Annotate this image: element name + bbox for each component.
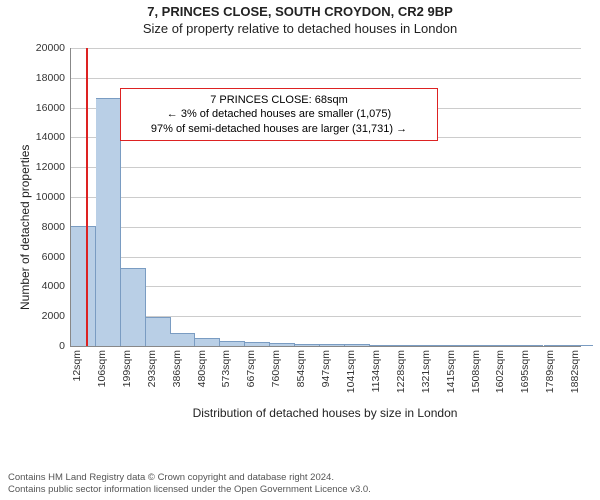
- histogram-bar: [96, 98, 121, 346]
- x-tick-label: 1789sqm: [544, 350, 556, 393]
- x-tick-label: 199sqm: [121, 350, 133, 387]
- y-tick-label: 0: [59, 340, 65, 352]
- y-tick-label: 2000: [42, 310, 65, 322]
- grid-line: [71, 48, 581, 49]
- attribution-line2: Contains public sector information licen…: [8, 484, 371, 496]
- x-tick-label: 1602sqm: [494, 350, 506, 393]
- y-tick-label: 16000: [36, 102, 65, 114]
- chart-subtitle: Size of property relative to detached ho…: [0, 21, 600, 36]
- attribution-line1: Contains HM Land Registry data © Crown c…: [8, 472, 371, 484]
- y-tick-label: 18000: [36, 72, 65, 84]
- y-tick-label: 8000: [42, 221, 65, 233]
- y-tick-label: 6000: [42, 251, 65, 263]
- histogram-bar: [295, 344, 320, 346]
- grid-line: [71, 286, 581, 287]
- histogram-bar: [121, 268, 146, 346]
- x-tick-label: 480sqm: [196, 350, 208, 387]
- callout-line3: 97% of semi-detached houses are larger (…: [129, 122, 429, 136]
- chart-header: 7, PRINCES CLOSE, SOUTH CROYDON, CR2 9BP…: [0, 0, 600, 36]
- histogram-bar: [494, 345, 519, 346]
- y-tick-label: 12000: [36, 161, 65, 173]
- x-tick-label: 1134sqm: [370, 350, 382, 392]
- x-axis-title: Distribution of detached houses by size …: [70, 406, 580, 420]
- histogram-bar: [345, 344, 370, 346]
- x-tick-label: 1882sqm: [569, 350, 581, 393]
- x-tick-label: 293sqm: [146, 350, 158, 387]
- y-axis-title: Number of detached properties: [18, 145, 32, 310]
- marker-line: [86, 48, 88, 346]
- histogram-bar: [444, 345, 469, 346]
- x-tick-label: 12sqm: [71, 350, 83, 382]
- y-tick-label: 10000: [36, 191, 65, 203]
- histogram-bar: [270, 343, 295, 346]
- x-tick-label: 1228sqm: [395, 350, 407, 393]
- histogram-bar: [519, 345, 544, 346]
- x-tick-label: 1041sqm: [345, 350, 357, 393]
- y-tick-label: 4000: [42, 280, 65, 292]
- x-tick-label: 1695sqm: [519, 350, 531, 393]
- histogram-bar: [394, 345, 419, 346]
- histogram-bar: [369, 345, 394, 346]
- grid-line: [71, 257, 581, 258]
- histogram-bar: [568, 345, 593, 346]
- address-title: 7, PRINCES CLOSE, SOUTH CROYDON, CR2 9BP: [0, 4, 600, 19]
- histogram-bar: [419, 345, 444, 346]
- x-tick-label: 386sqm: [171, 350, 183, 387]
- histogram-bar: [170, 333, 195, 346]
- x-tick-label: 1508sqm: [470, 350, 482, 393]
- x-tick-label: 947sqm: [320, 350, 332, 387]
- histogram-bar: [544, 345, 569, 346]
- callout-line2: ← 3% of detached houses are smaller (1,0…: [129, 107, 429, 121]
- y-tick-label: 20000: [36, 42, 65, 54]
- x-tick-label: 573sqm: [220, 350, 232, 387]
- x-tick-label: 854sqm: [295, 350, 307, 387]
- callout-line1: 7 PRINCES CLOSE: 68sqm: [129, 93, 429, 107]
- x-tick-label: 106sqm: [96, 350, 108, 387]
- grid-line: [71, 78, 581, 79]
- x-tick-label: 1321sqm: [420, 350, 432, 393]
- grid-line: [71, 197, 581, 198]
- marker-callout: 7 PRINCES CLOSE: 68sqm ← 3% of detached …: [120, 88, 438, 141]
- attribution: Contains HM Land Registry data © Crown c…: [8, 472, 371, 496]
- chart-container: 0 2000 4000 6000 8000 10000 12000 14000 16000 180…: [0, 38, 600, 448]
- histogram-bar: [146, 317, 171, 346]
- histogram-bar: [195, 338, 220, 346]
- histogram-bar: [220, 341, 245, 346]
- histogram-bar: [469, 345, 494, 346]
- grid-line: [71, 227, 581, 228]
- histogram-bar: [320, 344, 345, 346]
- x-tick-label: 1415sqm: [445, 350, 457, 393]
- grid-line: [71, 167, 581, 168]
- histogram-bar: [245, 342, 270, 346]
- x-tick-label: 760sqm: [270, 350, 282, 387]
- histogram-bar: [71, 226, 96, 346]
- x-tick-label: 667sqm: [245, 350, 257, 387]
- y-tick-label: 14000: [36, 131, 65, 143]
